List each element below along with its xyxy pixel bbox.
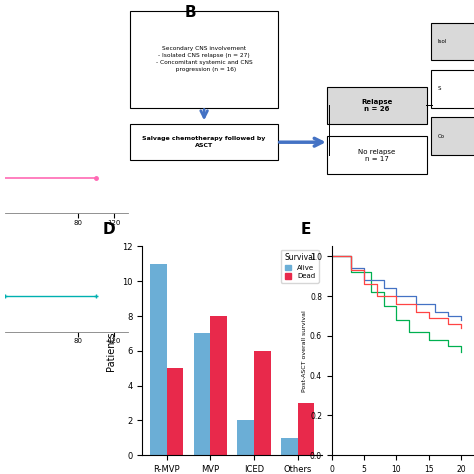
Bar — [167, 368, 183, 455]
FancyBboxPatch shape — [130, 124, 279, 160]
Text: D: D — [102, 222, 115, 237]
FancyBboxPatch shape — [431, 23, 474, 60]
Text: Salvage chemotherapy followed by
ASCT: Salvage chemotherapy followed by ASCT — [142, 137, 266, 148]
Text: No relapse
n = 17: No relapse n = 17 — [358, 149, 396, 162]
Bar — [210, 316, 227, 455]
Bar — [254, 351, 271, 455]
Legend: Alive, Dead: Alive, Dead — [281, 250, 319, 283]
Bar — [237, 420, 254, 455]
Bar — [150, 264, 167, 455]
Y-axis label: Patients: Patients — [107, 331, 117, 371]
Bar — [281, 438, 298, 455]
Text: Secondary CNS involvement
- Isolated CNS relapse (n = 27)
- Concomitant systemic: Secondary CNS involvement - Isolated CNS… — [156, 46, 253, 72]
Text: Relapse
n = 26: Relapse n = 26 — [362, 99, 393, 112]
Text: E: E — [301, 222, 311, 237]
Text: Isol: Isol — [438, 39, 447, 44]
Text: Co: Co — [438, 134, 445, 139]
FancyBboxPatch shape — [130, 10, 279, 108]
Bar — [194, 333, 210, 455]
Bar — [298, 403, 314, 455]
Text: B: B — [184, 5, 196, 20]
FancyBboxPatch shape — [431, 117, 474, 155]
Y-axis label: Post-ASCT overall survival: Post-ASCT overall survival — [302, 310, 307, 392]
FancyBboxPatch shape — [327, 137, 427, 174]
Text: S: S — [438, 86, 441, 91]
FancyBboxPatch shape — [431, 70, 474, 108]
FancyBboxPatch shape — [327, 87, 427, 124]
